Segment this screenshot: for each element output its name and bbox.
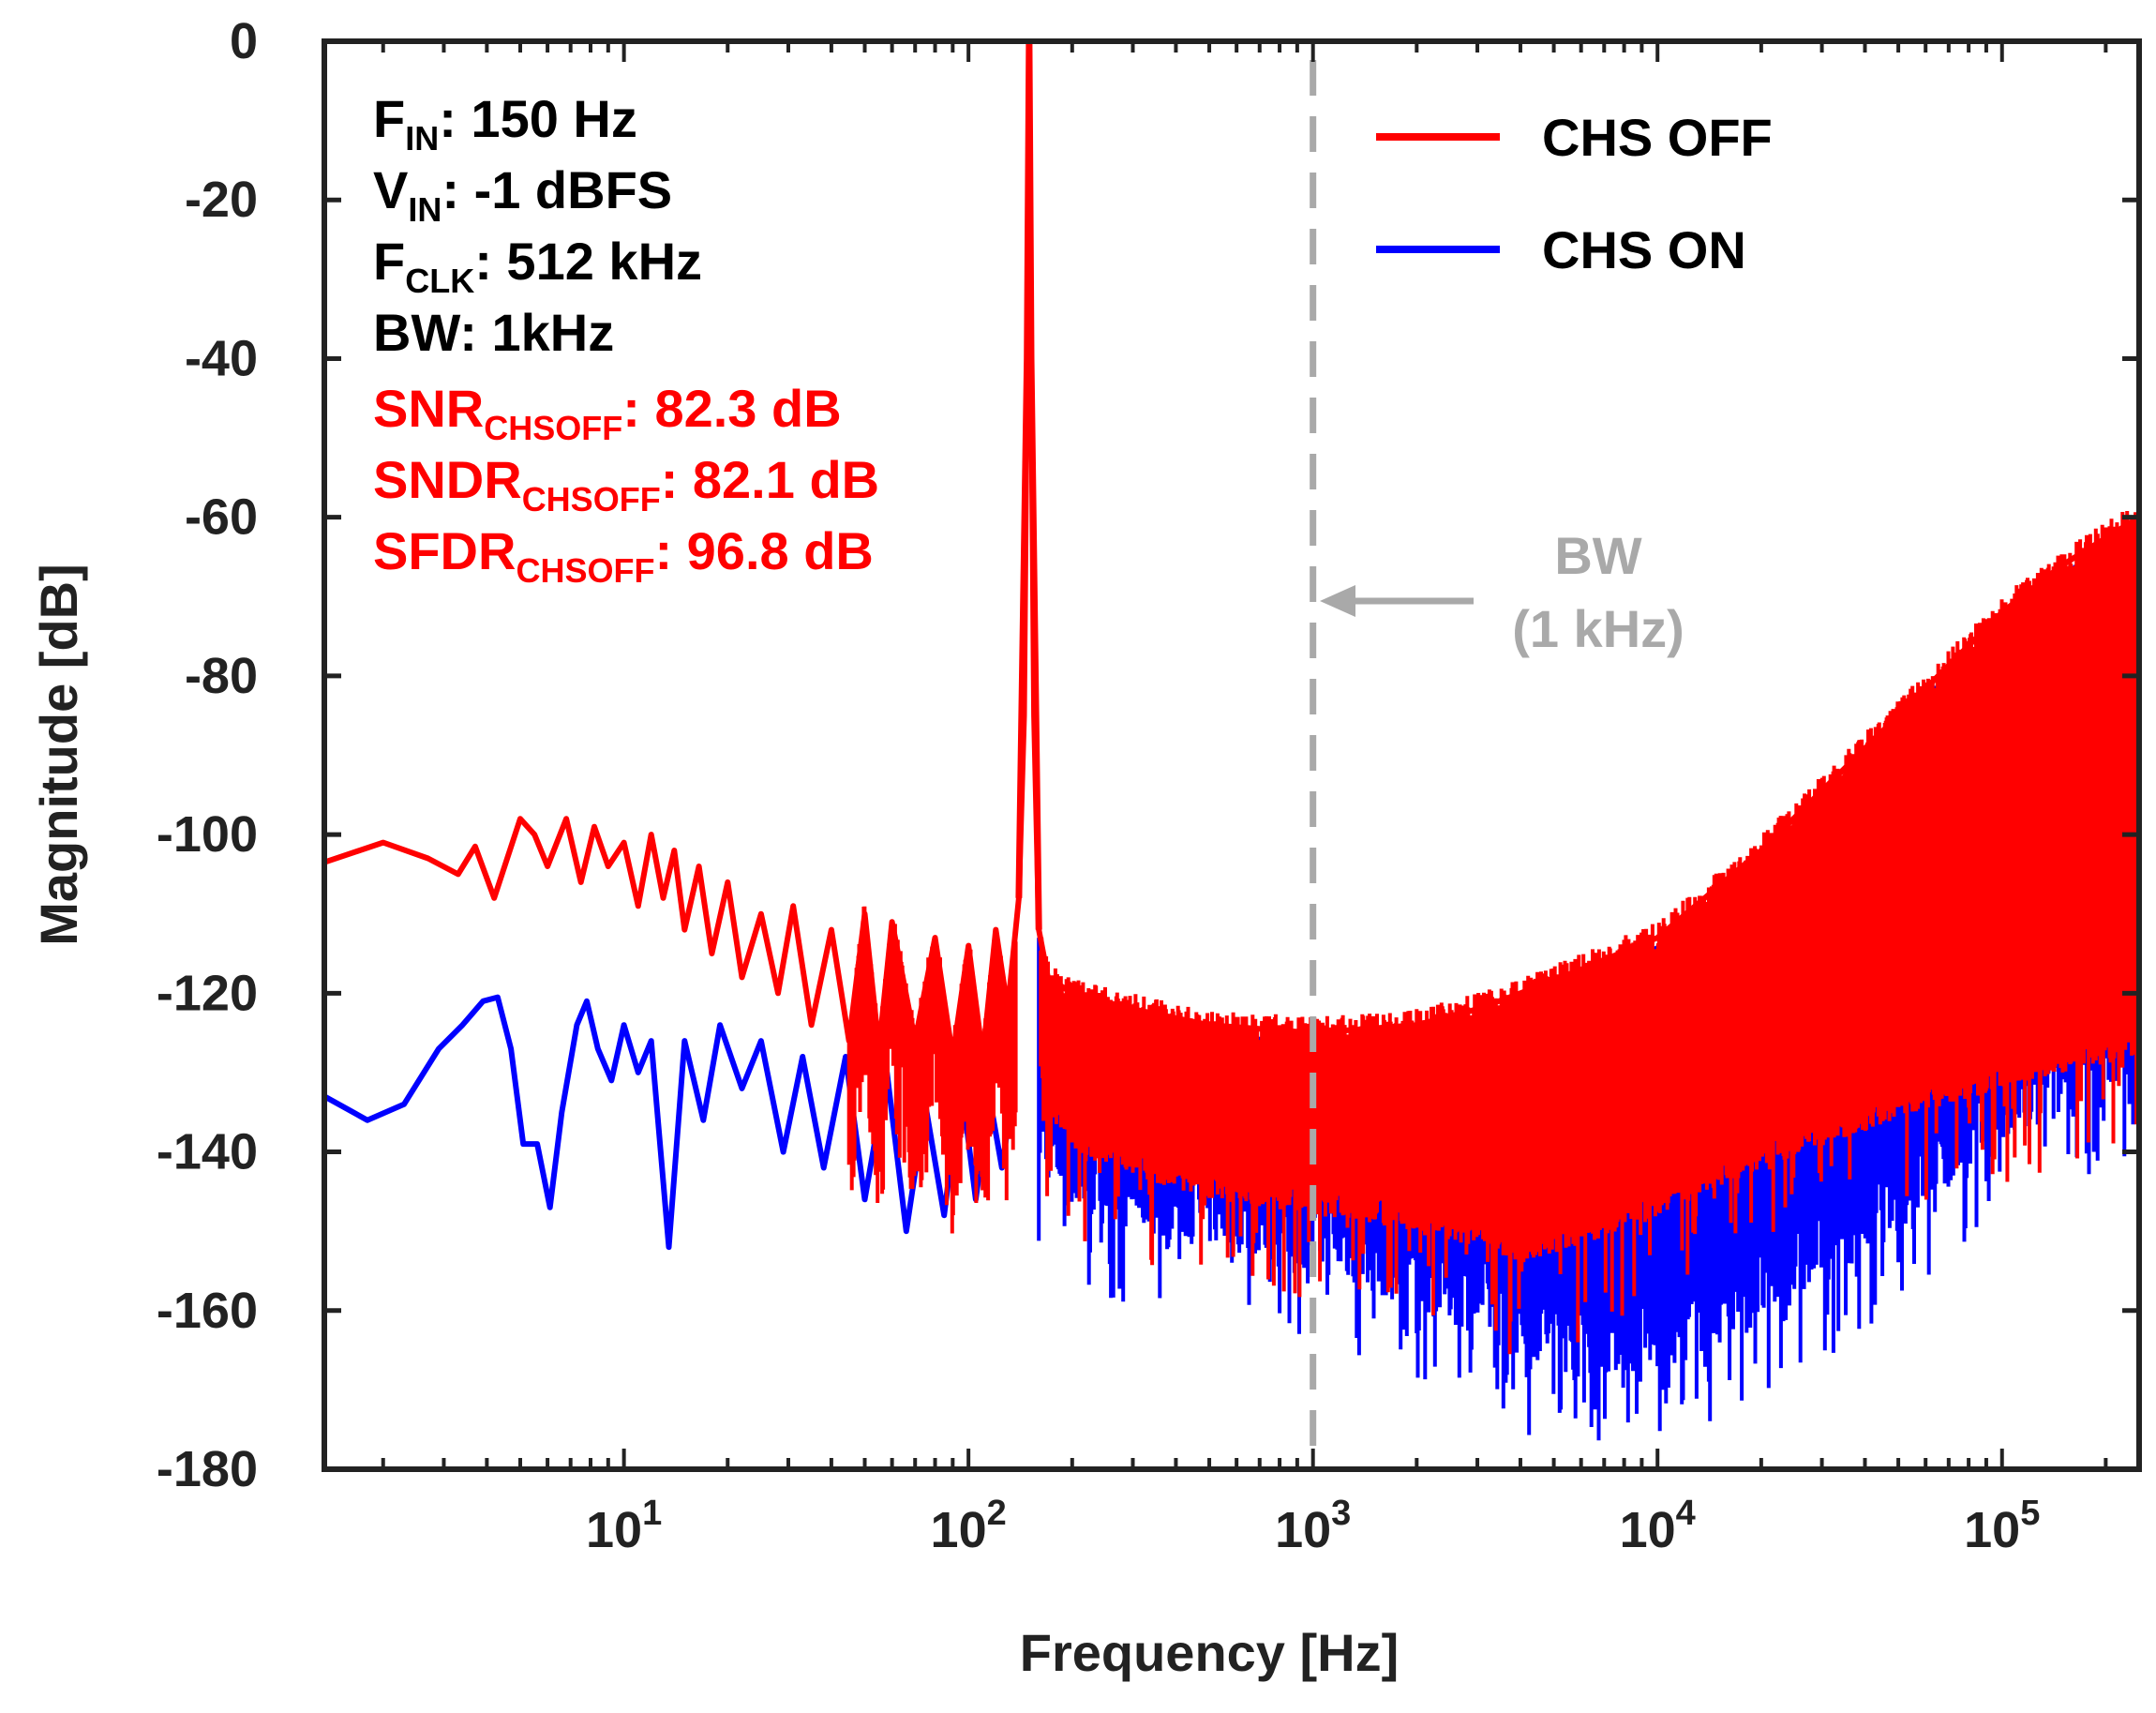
legend-label-chs-off: CHS OFF <box>1542 108 1773 167</box>
info-line: VIN: -1 dBFS <box>373 160 672 229</box>
bw-annotation-value: (1 kHz) <box>1512 599 1684 658</box>
x-tick-label: 105 <box>1964 1494 2040 1558</box>
metric-line: SNRCHSOFF: 82.3 dB <box>373 379 842 447</box>
metric-line-main: SNDR <box>373 450 522 509</box>
legend: CHS OFF CHS ON <box>1376 108 1773 279</box>
info-line-value: : 512 kHz <box>474 232 702 291</box>
plot-frame <box>322 38 2142 1472</box>
y-tick-label: -100 <box>157 806 258 863</box>
metric-line-value: : 82.1 dB <box>661 450 879 509</box>
y-tick-label: -60 <box>185 489 258 546</box>
series-chs-off-noise-fill <box>846 509 2139 1355</box>
x-tick-exponent: 3 <box>1331 1494 1351 1533</box>
x-tick-exponent: 5 <box>2020 1494 2040 1533</box>
x-tick-base: 10 <box>1620 1502 1676 1558</box>
info-line-main: F <box>373 89 405 148</box>
x-tick-label: 103 <box>1275 1494 1351 1558</box>
metric-line: SNDRCHSOFF: 82.1 dB <box>373 450 879 518</box>
x-tick-exponent: 4 <box>1676 1494 1696 1533</box>
x-tick-label: 104 <box>1620 1494 1696 1558</box>
info-line-main: BW: 1kHz <box>373 303 614 362</box>
y-tick-label: -80 <box>185 648 258 704</box>
bw-annotation: BW (1 kHz) <box>1320 526 1684 658</box>
y-tick-label: -40 <box>185 330 258 386</box>
y-tick-label: -160 <box>157 1283 258 1339</box>
metric-line: SFDRCHSOFF: 96.8 dB <box>373 521 874 590</box>
metric-line-main: SNR <box>373 379 484 438</box>
x-tick-base: 10 <box>586 1502 642 1558</box>
x-axis-title: Frequency [Hz] <box>1020 1623 1400 1682</box>
x-tick-label: 102 <box>931 1494 1007 1558</box>
bw-annotation-title: BW <box>1554 526 1641 585</box>
info-line-subscript: IN <box>408 190 442 229</box>
info-line-main: F <box>373 232 405 291</box>
x-tick-base: 10 <box>931 1502 987 1558</box>
x-tick-exponent: 2 <box>987 1494 1007 1533</box>
bw-arrow-head <box>1320 585 1355 617</box>
info-line-subscript: IN <box>405 119 439 158</box>
y-tick-label: -180 <box>157 1441 258 1497</box>
y-tick-label: 0 <box>230 13 258 69</box>
metric-line-subscript: CHSOFF <box>522 480 661 518</box>
y-axis-title: Magnitude [dB] <box>29 563 88 945</box>
info-line: FIN: 150 Hz <box>373 89 637 158</box>
metric-line-main: SFDR <box>373 521 516 580</box>
info-line: FCLK: 512 kHz <box>373 232 702 300</box>
y-tick-label: -120 <box>157 965 258 1021</box>
signal-peak <box>1015 41 1042 930</box>
info-line: BW: 1kHz <box>373 303 614 362</box>
x-tick-exponent: 1 <box>642 1494 662 1533</box>
y-tick-label: -140 <box>157 1124 258 1180</box>
info-line-value: : 150 Hz <box>439 89 637 148</box>
info-line-value: : -1 dBFS <box>442 160 672 219</box>
info-line-subscript: CLK <box>405 262 474 300</box>
x-tick-base: 10 <box>1964 1502 2020 1558</box>
legend-label-chs-on: CHS ON <box>1542 220 1746 279</box>
metric-line-subscript: CHSOFF <box>516 551 654 590</box>
info-line-main: V <box>373 160 408 219</box>
metric-line-value: : 96.8 dB <box>654 521 873 580</box>
metric-line-value: : 82.3 dB <box>622 379 841 438</box>
x-tick-label: 101 <box>586 1494 662 1558</box>
x-tick-base: 10 <box>1275 1502 1331 1558</box>
y-tick-label: -20 <box>185 172 258 228</box>
metric-line-subscript: CHSOFF <box>484 409 622 447</box>
